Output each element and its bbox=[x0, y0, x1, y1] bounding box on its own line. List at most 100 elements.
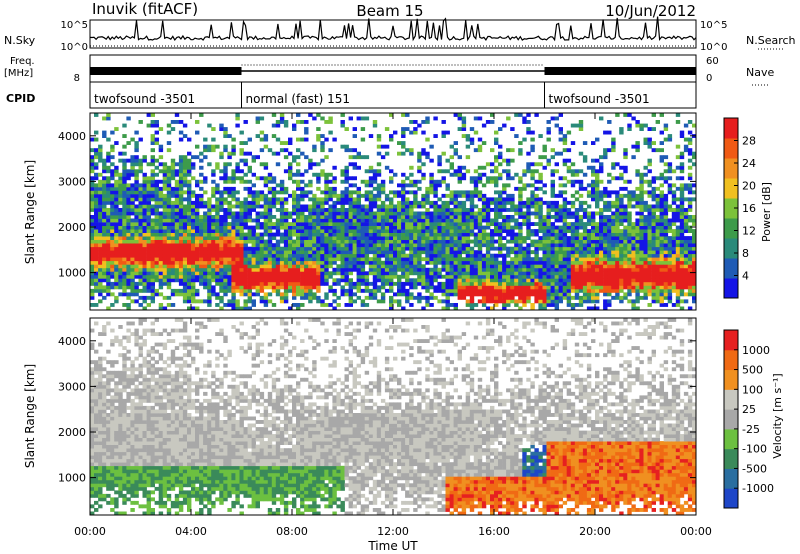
heatmap-cell bbox=[566, 169, 572, 174]
heatmap-cell bbox=[90, 239, 95, 244]
heatmap-cell bbox=[611, 285, 616, 290]
heatmap-cell bbox=[376, 257, 382, 262]
heatmap-cell bbox=[211, 260, 216, 265]
heatmap-cell bbox=[106, 243, 111, 248]
heatmap-cell bbox=[288, 239, 293, 244]
heatmap-cell bbox=[352, 162, 357, 167]
heatmap-cell bbox=[328, 250, 333, 255]
heatmap-cell bbox=[611, 165, 616, 170]
heatmap-cell bbox=[631, 144, 636, 149]
heatmap-cell bbox=[566, 179, 572, 184]
heatmap-cell bbox=[267, 285, 273, 290]
heatmap-cell bbox=[320, 232, 325, 237]
heatmap-cell bbox=[308, 197, 313, 202]
heatmap-cell bbox=[308, 288, 313, 293]
heatmap-cell bbox=[389, 278, 394, 283]
heatmap-cell bbox=[449, 243, 454, 248]
heatmap-cell bbox=[292, 218, 297, 223]
heatmap-cell bbox=[296, 186, 301, 191]
heatmap-cell bbox=[231, 197, 236, 202]
heatmap-cell bbox=[530, 229, 535, 233]
heatmap-cell bbox=[566, 130, 572, 135]
heatmap-cell bbox=[207, 285, 212, 290]
heatmap-cell bbox=[473, 253, 479, 258]
heatmap-cell bbox=[627, 267, 632, 272]
heatmap-cell bbox=[275, 271, 281, 276]
heatmap-cell bbox=[558, 299, 563, 304]
heatmap-cell bbox=[376, 197, 382, 202]
heatmap-cell bbox=[639, 232, 644, 237]
heatmap-cell bbox=[457, 190, 462, 195]
heatmap-cell bbox=[477, 190, 483, 195]
heatmap-cell bbox=[300, 186, 305, 191]
heatmap-cell bbox=[251, 200, 256, 205]
heatmap-cell bbox=[348, 264, 353, 269]
heatmap-cell bbox=[239, 253, 244, 258]
heatmap-cell bbox=[627, 271, 632, 276]
heatmap-cell bbox=[514, 243, 519, 248]
heatmap-cell bbox=[110, 271, 115, 276]
heatmap-cell bbox=[599, 239, 604, 244]
heatmap-cell bbox=[405, 225, 410, 230]
heatmap-cell bbox=[231, 218, 236, 223]
heatmap-cell bbox=[562, 190, 568, 195]
heatmap-cell bbox=[441, 274, 446, 279]
heatmap-cell bbox=[469, 179, 475, 184]
heatmap-cell bbox=[219, 229, 224, 233]
heatmap-cell bbox=[615, 225, 620, 230]
heatmap-cell bbox=[332, 215, 337, 219]
heatmap-cell bbox=[275, 208, 281, 212]
heatmap-cell bbox=[94, 222, 99, 226]
heatmap-cell bbox=[570, 200, 576, 205]
heatmap-cell bbox=[235, 197, 240, 202]
heatmap-cell bbox=[142, 264, 147, 269]
heatmap-cell bbox=[518, 253, 523, 258]
heatmap-cell bbox=[275, 120, 281, 124]
heatmap-cell bbox=[591, 285, 596, 290]
heatmap-cell bbox=[477, 299, 483, 304]
heatmap-cell bbox=[162, 274, 168, 279]
heatmap-cell bbox=[340, 267, 345, 272]
heatmap-cell bbox=[409, 179, 414, 184]
heatmap-cell bbox=[271, 200, 277, 205]
heatmap-cell bbox=[582, 158, 588, 163]
heatmap-cell bbox=[389, 176, 394, 181]
heatmap-cell bbox=[526, 183, 531, 188]
heatmap-cell bbox=[118, 158, 123, 163]
heatmap-cell bbox=[522, 172, 527, 177]
heatmap-cell bbox=[582, 260, 588, 265]
heatmap-cell bbox=[227, 236, 232, 240]
heatmap-cell bbox=[518, 204, 523, 209]
heatmap-cell bbox=[586, 295, 592, 300]
heatmap-cell bbox=[384, 225, 390, 230]
heatmap-cell bbox=[586, 246, 592, 251]
heatmap-cell bbox=[595, 172, 600, 177]
heatmap-cell bbox=[340, 236, 345, 240]
heatmap-cell bbox=[582, 267, 588, 272]
heatmap-cell bbox=[619, 165, 624, 170]
heatmap-cell bbox=[215, 204, 220, 209]
heatmap-cell bbox=[595, 137, 600, 142]
heatmap-cell bbox=[405, 295, 410, 300]
heatmap-cell bbox=[558, 295, 563, 300]
heatmap-cell bbox=[332, 225, 337, 230]
heatmap-cell bbox=[562, 253, 568, 258]
heatmap-cell bbox=[389, 179, 394, 184]
heatmap-cell bbox=[300, 197, 305, 202]
heatmap-cell bbox=[118, 253, 123, 258]
heatmap-cell bbox=[312, 295, 317, 300]
heatmap-cell bbox=[437, 162, 442, 167]
heatmap-cell bbox=[130, 278, 135, 283]
heatmap-cell bbox=[526, 253, 531, 258]
heatmap-cell bbox=[445, 253, 450, 258]
heatmap-cell bbox=[372, 197, 378, 202]
heatmap-cell bbox=[393, 250, 398, 255]
heatmap-cell bbox=[102, 179, 107, 184]
heatmap-cell bbox=[320, 264, 325, 269]
heatmap-cell bbox=[417, 200, 422, 205]
heatmap-cell bbox=[288, 281, 293, 286]
heatmap-cell bbox=[510, 204, 515, 209]
heatmap-cell bbox=[469, 239, 475, 244]
heatmap-cell bbox=[316, 172, 321, 177]
heatmap-cell bbox=[162, 222, 168, 226]
